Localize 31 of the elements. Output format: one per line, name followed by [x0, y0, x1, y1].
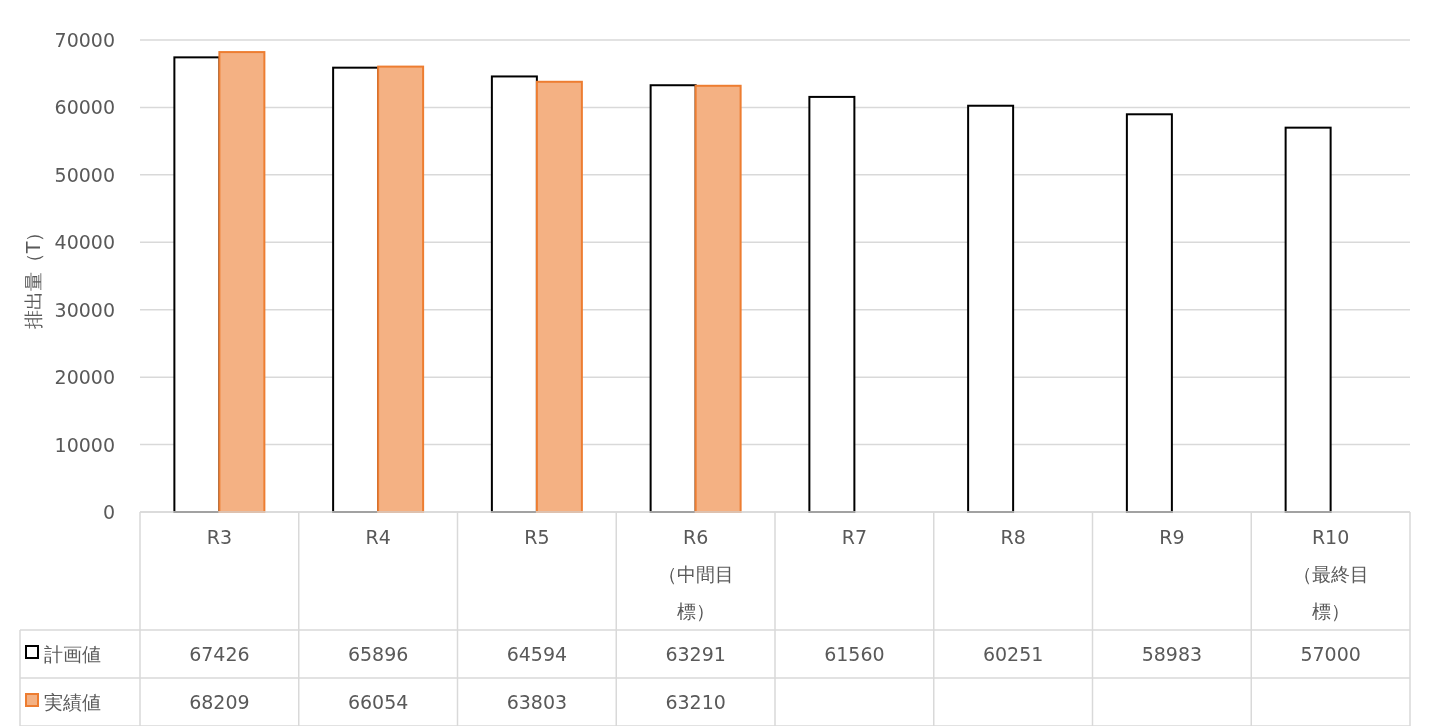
x-tick-label: R5 [524, 526, 550, 548]
x-tick-label: R9 [1159, 526, 1185, 548]
y-tick-label: 20000 [54, 366, 115, 389]
data-label: 63291 [665, 643, 726, 665]
y-tick-label: 40000 [54, 231, 115, 254]
y-axis-title: 排出量（T） [22, 222, 44, 330]
data-label: 60251 [982, 643, 1044, 665]
data-label: 63210 [665, 691, 726, 713]
data-label: 64594 [506, 643, 568, 665]
data-label: 61560 [824, 643, 885, 665]
y-tick-label: 50000 [54, 163, 115, 186]
x-tick-label: R4 [365, 526, 391, 548]
x-tick-label: R10（最終目標） [1292, 526, 1369, 622]
data-label: 58983 [1141, 643, 1203, 665]
legend-label: 計画値 [44, 643, 101, 665]
y-tick-label: 70000 [54, 29, 115, 51]
y-tick-label: 30000 [54, 298, 115, 321]
data-label: 63803 [506, 691, 568, 713]
data-label: 66054 [347, 691, 409, 713]
y-tick-label: 0 [102, 501, 115, 523]
data-label: 65896 [347, 643, 409, 665]
x-tick-label: R6（中間目標） [657, 526, 734, 622]
legend-label: 実績値 [44, 691, 101, 713]
y-tick-label: 60000 [54, 96, 115, 119]
x-tick-label: R7 [841, 526, 868, 548]
y-tick-label: 10000 [54, 433, 115, 456]
data-label: 67426 [189, 643, 250, 665]
x-tick-label: R8 [1000, 526, 1026, 548]
x-tick-label: R3 [206, 526, 233, 548]
data-label: 57000 [1300, 643, 1361, 665]
data-label: 68209 [189, 691, 250, 713]
